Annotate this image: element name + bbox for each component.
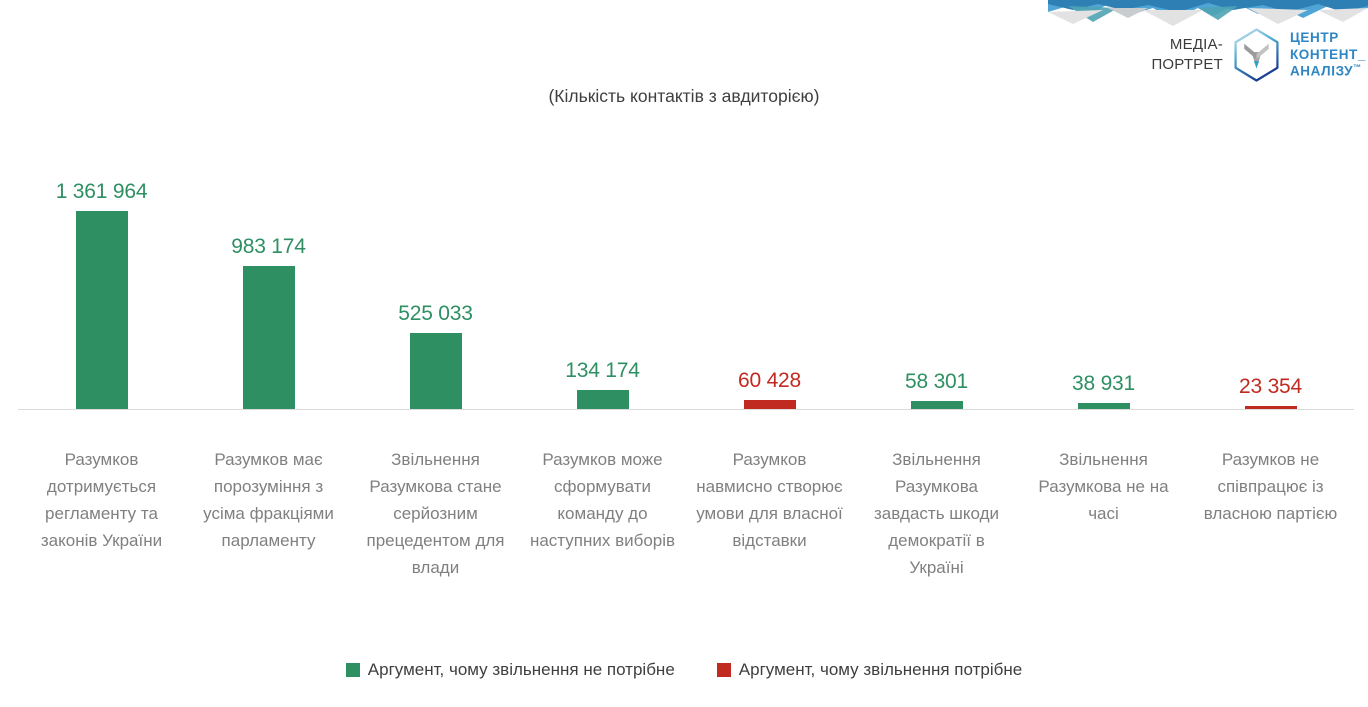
media-portret-wordmark: МЕДІА- ПОРТРЕТ <box>1151 35 1223 76</box>
bar-value-label: 60 428 <box>737 369 802 393</box>
category-label: Разумков навмисно створює умови для влас… <box>696 450 843 550</box>
wave-decoration-graphic <box>1048 0 1368 26</box>
bar-column: 134 174 <box>519 358 686 409</box>
bar-value-label: 134 174 <box>565 358 640 382</box>
x-axis-line <box>18 409 1354 410</box>
bar-column: 38 931 <box>1020 372 1187 409</box>
bar-value-label: 38 931 <box>1071 372 1136 396</box>
category-label: Звільнення Разумкова не на часі <box>1038 450 1169 523</box>
legend-swatch-red <box>716 663 731 677</box>
bar <box>409 332 462 409</box>
media-portret-line1: МЕДІА- <box>1169 35 1223 53</box>
bar-value-label: 983 174 <box>231 235 306 259</box>
bar-column: 1 361 964 <box>18 180 185 409</box>
center-name-line3: АНАЛІЗУ™ <box>1289 62 1362 79</box>
category-labels-row: Разумков дотримується регламенту та зако… <box>18 446 1354 581</box>
center-content-analysis-wordmark: ЦЕНТР КОНТЕНТ_ АНАЛІЗУ™ <box>1290 30 1366 80</box>
bar-column: 23 354 <box>1187 374 1354 409</box>
bar-column: 983 174 <box>185 235 352 409</box>
legend-item-not-needed: Аргумент, чому звільнення не потрібне <box>345 660 675 680</box>
plot-area: 1 361 964 983 174 525 033 134 174 60 428 58 3… <box>18 150 1354 409</box>
bar <box>242 266 295 409</box>
category-label: Звільнення Разумкова завдасть шкоди демо… <box>873 450 1000 577</box>
center-name-line1: ЦЕНТР <box>1289 30 1339 46</box>
bar-value-label: 58 301 <box>904 369 969 393</box>
bar <box>75 211 128 409</box>
legend-swatch-green <box>345 663 360 677</box>
bar-value-label: 1 361 964 <box>55 180 148 203</box>
bar-value-label: 525 033 <box>398 301 473 325</box>
trademark-symbol: ™ <box>1353 62 1362 72</box>
bar-column: 58 301 <box>853 369 1020 409</box>
media-portret-line2: ПОРТРЕТ <box>1151 56 1223 73</box>
category-label: Разумков дотримується регламенту та зако… <box>40 450 163 550</box>
legend-label: Аргумент, чому звільнення потрібне <box>738 660 1023 679</box>
bar <box>1077 403 1130 409</box>
chart-title: (Кількість контактів з авдиторією) <box>548 86 820 106</box>
category-label: Звільнення Разумкова стане серйозним пре… <box>366 450 505 577</box>
bar-value-label: 23 354 <box>1238 374 1303 398</box>
legend-label: Аргумент, чому звільнення не потрібне <box>367 660 675 679</box>
bar <box>743 400 796 409</box>
hexagon-bird-logo-icon <box>1234 28 1279 82</box>
category-label: Разумков не співпрацює із власною партіє… <box>1203 450 1338 523</box>
category-label: Разумков може сформувати команду до наст… <box>529 450 676 550</box>
brand-block: МЕДІА- ПОРТРЕТ ЦЕНТР КОНТЕНТ_ АНАЛІЗУ™ <box>1151 26 1366 84</box>
bar-column: 60 428 <box>686 369 853 409</box>
legend: Аргумент, чому звільнення не потрібне Ар… <box>0 660 1368 680</box>
bar <box>1244 405 1297 409</box>
center-name-line2: КОНТЕНТ_ <box>1289 46 1366 62</box>
bar <box>910 400 963 409</box>
bar <box>576 389 629 409</box>
bar-column: 525 033 <box>352 302 519 409</box>
category-label: Разумков має порозуміння з усіма фракція… <box>203 450 334 550</box>
legend-item-needed: Аргумент, чому звільнення потрібне <box>716 660 1023 680</box>
